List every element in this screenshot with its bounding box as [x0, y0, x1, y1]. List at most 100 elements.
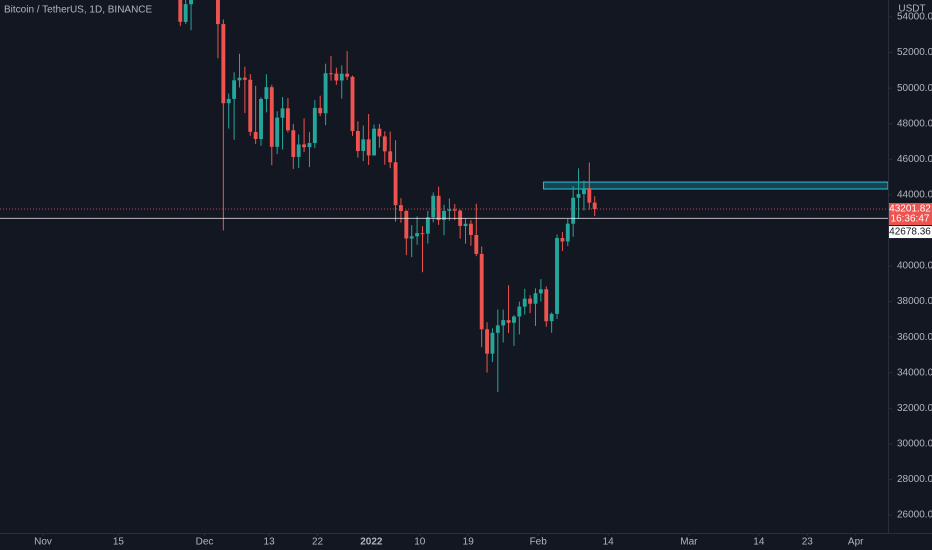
x-tick-label: 23 [802, 537, 814, 548]
candle-body [339, 73, 344, 81]
candle-body [425, 217, 430, 234]
y-tick-label: 26000.00 [897, 510, 932, 521]
y-tick-label: 48000.00 [897, 118, 932, 129]
candle-body [366, 139, 371, 156]
candle-body [291, 130, 296, 157]
candle-body [442, 210, 446, 220]
candle-body [393, 162, 398, 206]
candle-body [447, 209, 452, 211]
candle-body [318, 107, 323, 114]
candle-body [506, 320, 511, 323]
candle-body [253, 131, 258, 140]
candle-body [512, 316, 516, 323]
candle-body [216, 0, 220, 25]
candle-body [528, 298, 533, 304]
zone [543, 181, 888, 190]
candle-body [560, 237, 565, 242]
candle-body [280, 108, 285, 118]
candle-body [404, 210, 409, 239]
price-label-box [889, 203, 932, 226]
x-tick-label: Nov [34, 537, 52, 548]
y-tick-label: 50000.00 [897, 83, 932, 94]
y-tick-label: 38000.00 [897, 296, 932, 307]
candle-body [533, 293, 538, 304]
candle-body [468, 223, 473, 235]
candle-body [587, 188, 592, 203]
candle-body [275, 117, 280, 147]
candle-body [296, 144, 301, 157]
candle-body [329, 73, 333, 75]
candle-body [307, 143, 312, 148]
x-tick-label: Apr [848, 537, 864, 548]
candle-body [264, 87, 269, 100]
y-tick-label: 28000.00 [897, 474, 932, 485]
candle-body [323, 73, 328, 114]
y-tick-label: 40000.00 [897, 261, 932, 272]
candle-body [232, 80, 237, 99]
y-tick-label: 36000.00 [897, 332, 932, 343]
candle-body [183, 4, 188, 22]
x-tick-label: 2022 [360, 537, 383, 548]
candle-body [581, 188, 586, 195]
candle-body [226, 98, 231, 104]
candle-body [490, 332, 495, 354]
candle-body [409, 236, 414, 239]
candle-body [501, 320, 506, 326]
x-tick-label: Feb [530, 537, 548, 548]
price-label-box [889, 226, 932, 239]
x-tick-label: 14 [753, 537, 765, 548]
candle-body [452, 209, 457, 211]
candle-body [565, 223, 570, 242]
candle-body [485, 329, 489, 354]
candle-body [248, 79, 253, 132]
candle-body [178, 0, 183, 22]
candle-body [221, 24, 226, 104]
candle-body [463, 223, 468, 226]
countdown-label: 16:36:47 [891, 214, 930, 225]
candle-body [355, 131, 360, 152]
candle-body [555, 238, 559, 314]
candle-body [382, 136, 387, 152]
price-label: 43201.82 [889, 204, 931, 215]
y-tick-label: 52000.00 [897, 47, 932, 58]
chart-title: Bitcoin / TetherUS, 1D, BINANCE [4, 5, 153, 16]
candle-body [538, 289, 543, 294]
x-tick-label: Mar [680, 537, 698, 548]
candle-body [522, 298, 527, 307]
candle-body [415, 233, 420, 237]
y-tick-label: 44000.00 [897, 190, 932, 201]
candle-body [242, 77, 247, 80]
candle-body [259, 99, 263, 140]
price-label: 42678.36 [889, 227, 931, 238]
candle-body [436, 195, 441, 220]
candle-body [189, 0, 193, 5]
candle-body [544, 289, 549, 322]
y-tick-label: 34000.00 [897, 367, 932, 378]
candle-body [361, 139, 366, 152]
candle-body [285, 108, 290, 131]
candle-body [312, 107, 317, 144]
x-tick-label: 10 [414, 537, 426, 548]
candle-body [269, 87, 274, 147]
x-tick-label: 19 [463, 537, 475, 548]
candle-body [399, 205, 403, 211]
candle-body [420, 233, 425, 235]
candle-body [474, 234, 479, 254]
x-tick-label: 14 [603, 537, 615, 548]
candle-body [302, 144, 307, 148]
y-tick-label: 30000.00 [897, 439, 932, 450]
y-tick-label: 54000.00 [897, 12, 932, 23]
candle-body [350, 76, 355, 132]
candle-body [377, 128, 382, 137]
x-tick-label: 15 [113, 537, 125, 548]
candle-body [592, 202, 597, 210]
y-tick-label: 46000.00 [897, 154, 932, 165]
candle-body [345, 73, 350, 77]
candle-body [549, 313, 554, 322]
x-tick-label: 13 [264, 537, 276, 548]
candle-body [237, 77, 242, 81]
plot-area [0, 0, 888, 392]
candle-body [431, 195, 436, 218]
